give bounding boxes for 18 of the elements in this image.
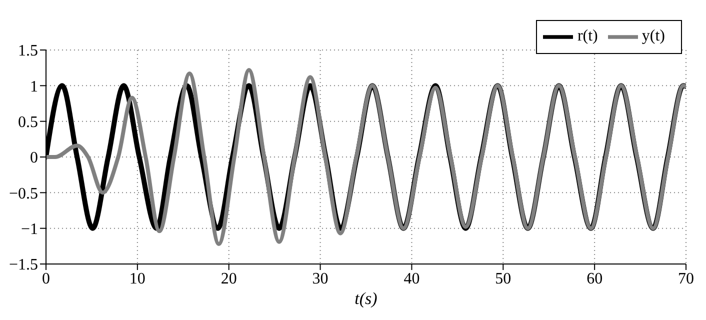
y-tick-label: 0.5	[18, 114, 38, 132]
legend-label: r(t)	[577, 28, 598, 45]
x-tick-label: 50	[495, 270, 512, 288]
x-tick-label: 20	[220, 270, 237, 288]
x-axis-title: t(s)	[354, 289, 378, 308]
x-tick-label: 0	[42, 270, 50, 288]
y-tick-label: 1	[30, 78, 38, 96]
y-tick-label: −1.5	[8, 256, 38, 274]
y-tick-label: −0.5	[8, 185, 38, 202]
legend-label: y(t)	[642, 28, 665, 45]
x-tick-label: 60	[586, 270, 603, 288]
x-tick-label: 40	[404, 270, 420, 288]
x-tick-label: 30	[312, 270, 328, 288]
x-tick-label: 10	[129, 270, 146, 288]
y-tick-label: 0	[30, 150, 38, 167]
x-tick-label: 70	[678, 270, 694, 288]
y-tick-label: 1.5	[18, 42, 38, 60]
y-tick-label: −1	[20, 221, 38, 238]
